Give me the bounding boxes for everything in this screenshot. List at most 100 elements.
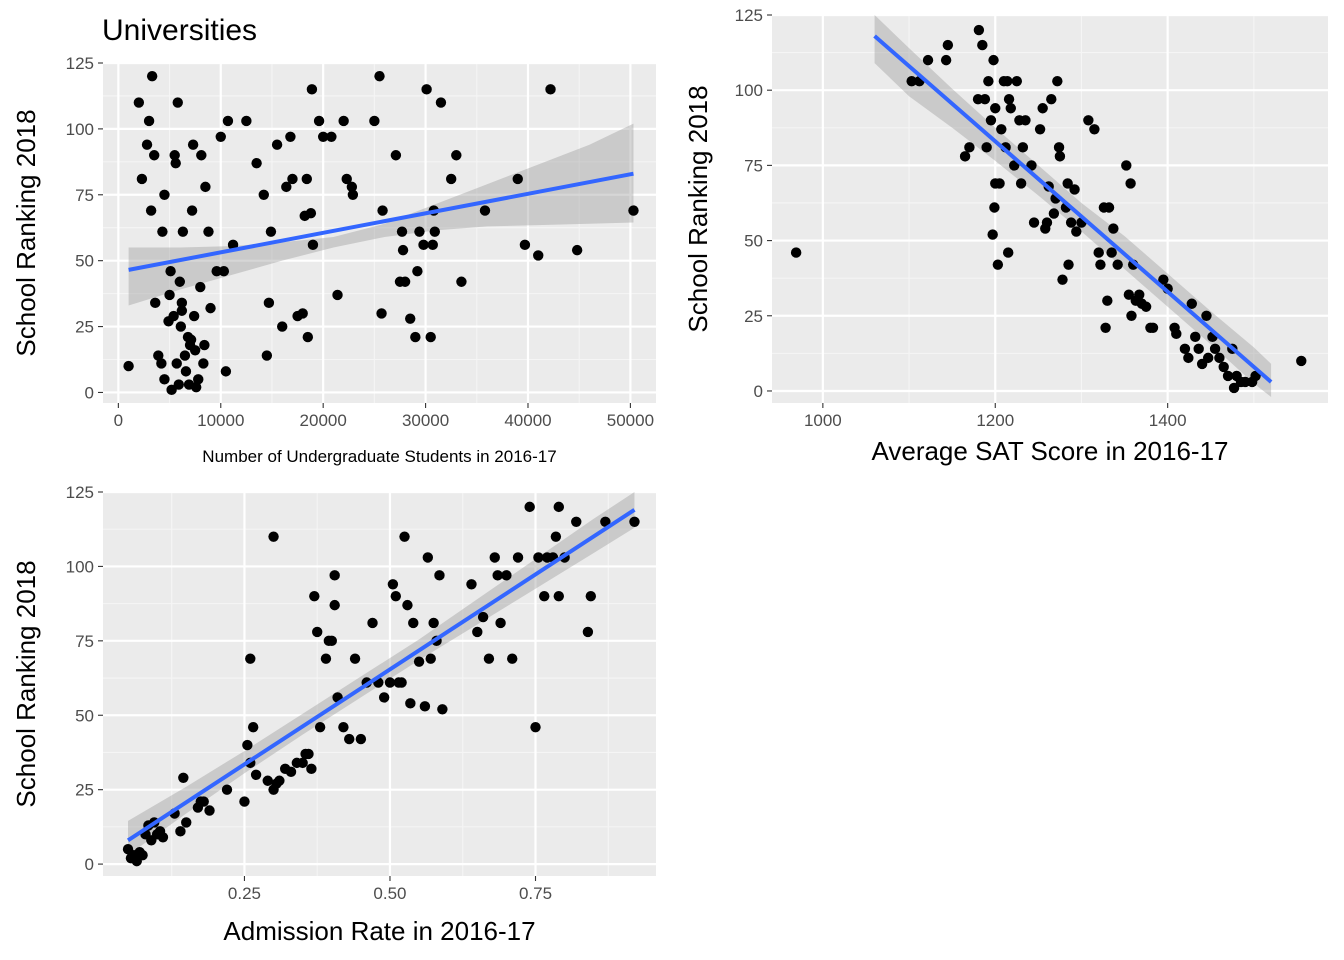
data-point xyxy=(1125,178,1136,189)
regression-line xyxy=(126,508,636,842)
data-point xyxy=(220,366,232,377)
data-point xyxy=(307,239,319,251)
data-point xyxy=(196,150,207,161)
data-point xyxy=(1041,217,1053,228)
data-point xyxy=(271,139,283,150)
data-point xyxy=(178,772,189,783)
data-point xyxy=(203,226,214,237)
data-point xyxy=(427,239,438,251)
data-point xyxy=(1222,370,1234,382)
data-point xyxy=(405,313,416,324)
data-point xyxy=(245,653,256,664)
y-tick-label: 100 xyxy=(735,81,763,100)
y-tick-label: 75 xyxy=(75,632,94,651)
data-point xyxy=(989,202,1000,213)
x-tick-label: 0.50 xyxy=(373,884,406,903)
panel-sat: 1000 1200 1400 0 25 50 75 100 125 Average SAT Sco… xyxy=(683,6,1328,466)
data-point xyxy=(150,297,161,309)
data-point xyxy=(239,796,250,807)
data-point xyxy=(456,276,467,287)
y-tick-label: 25 xyxy=(744,307,763,326)
data-point xyxy=(338,115,349,127)
data-point xyxy=(251,157,262,169)
data-point xyxy=(169,150,180,161)
data-point xyxy=(1054,151,1066,162)
x-tick-label: 20000 xyxy=(300,411,347,430)
data-point xyxy=(512,173,523,185)
data-point xyxy=(133,97,145,108)
data-point xyxy=(1228,382,1240,394)
data-point xyxy=(190,381,202,393)
data-point xyxy=(332,289,343,301)
data-point xyxy=(156,358,167,369)
data-point xyxy=(428,617,439,629)
confidence-band xyxy=(128,123,634,306)
data-point xyxy=(519,239,531,251)
data-point xyxy=(314,721,326,733)
y-tick-label: 75 xyxy=(744,156,763,175)
data-point xyxy=(179,350,191,361)
data-point xyxy=(1140,301,1152,312)
data-point xyxy=(185,334,197,345)
data-point xyxy=(204,805,215,816)
data-point xyxy=(262,775,273,786)
data-point xyxy=(176,297,188,309)
data-point xyxy=(1100,322,1111,334)
data-point xyxy=(159,374,170,385)
data-point xyxy=(1011,75,1023,87)
panel-admission: 0.25 0.50 0.75 0 25 50 75 100 125 Admission Rate … xyxy=(11,483,656,946)
data-point xyxy=(189,345,201,356)
data-point xyxy=(396,226,408,237)
data-point xyxy=(1089,124,1100,135)
x-axis-title: Admission Rate in 2016-17 xyxy=(223,916,535,946)
data-point xyxy=(418,239,429,251)
data-point xyxy=(376,308,387,319)
data-point xyxy=(1102,295,1113,306)
data-point xyxy=(790,247,802,258)
data-point xyxy=(628,205,639,216)
data-point xyxy=(326,635,337,647)
y-tick-label: 50 xyxy=(744,232,763,251)
data-point xyxy=(326,131,337,142)
data-point xyxy=(265,226,277,237)
data-point xyxy=(344,733,355,745)
x-tick-label: 1400 xyxy=(1149,411,1187,430)
data-point xyxy=(1093,247,1104,258)
y-tick-label: 100 xyxy=(66,557,94,576)
data-point xyxy=(553,501,564,513)
data-point xyxy=(1020,115,1031,126)
data-point xyxy=(341,173,352,185)
data-point xyxy=(172,97,183,108)
data-point xyxy=(501,570,512,581)
regression-line xyxy=(128,171,634,272)
data-point xyxy=(1052,75,1063,87)
data-point xyxy=(215,131,226,142)
y-axis-title: School Ranking 2018 xyxy=(683,85,713,332)
x-tick-label: 1000 xyxy=(804,411,842,430)
data-point xyxy=(149,150,160,161)
data-point xyxy=(1062,178,1073,189)
data-point xyxy=(959,151,971,162)
data-point xyxy=(1005,103,1016,114)
data-point xyxy=(990,103,1001,114)
data-point xyxy=(177,226,189,237)
data-point xyxy=(302,331,314,343)
data-point xyxy=(550,531,562,542)
data-point xyxy=(285,766,297,778)
data-point xyxy=(429,226,440,237)
data-point xyxy=(175,826,186,837)
data-point xyxy=(524,501,535,513)
data-point xyxy=(188,310,200,322)
data-point xyxy=(287,173,298,185)
y-tick-label: 25 xyxy=(75,318,94,337)
data-point xyxy=(492,570,503,581)
data-point xyxy=(1123,289,1135,300)
data-point xyxy=(906,75,917,87)
data-point xyxy=(250,769,262,780)
data-point xyxy=(451,150,462,161)
data-point xyxy=(1069,184,1080,195)
data-point xyxy=(176,305,188,316)
y-tick-label: 50 xyxy=(75,706,94,725)
data-point xyxy=(170,157,181,169)
data-point xyxy=(164,289,175,301)
